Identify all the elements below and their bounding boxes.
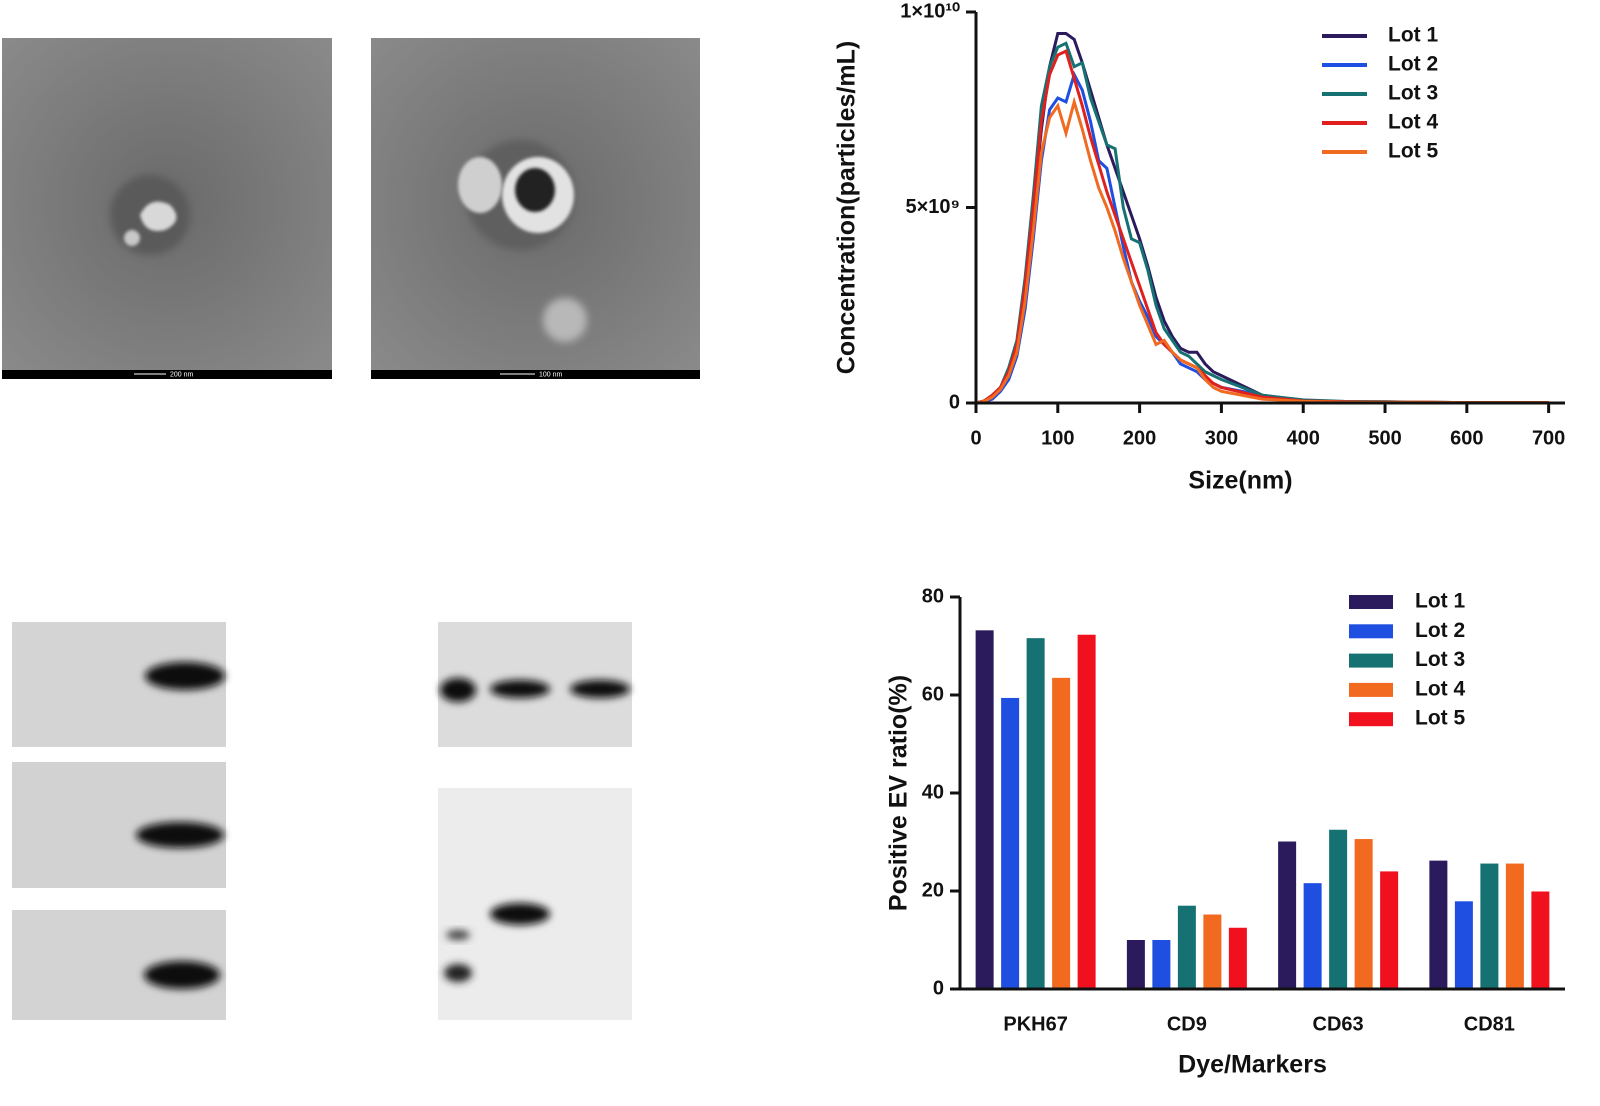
legend-swatch	[1349, 595, 1393, 609]
bar	[1303, 883, 1322, 989]
legend-label: Lot 2	[1388, 53, 1438, 76]
legend-label: Lot 2	[1415, 619, 1465, 642]
bar	[1001, 697, 1020, 989]
x-tick-label: PKH67	[1003, 1013, 1067, 1035]
legend-label: Lot 1	[1415, 590, 1465, 613]
x-axis-title: Dye/Markers	[1178, 1051, 1327, 1079]
scale-label: 200 nm	[170, 371, 194, 378]
x-tick-label: 500	[1368, 427, 1401, 449]
bar	[1505, 863, 1524, 989]
x-tick-label: 100	[1041, 427, 1074, 449]
x-axis-title: Size(nm)	[1188, 467, 1292, 495]
legend-swatch	[1349, 682, 1393, 697]
legend-label: Lot 3	[1388, 82, 1438, 105]
bar	[1480, 863, 1499, 989]
x-tick-label: CD9	[1167, 1013, 1207, 1035]
bar	[1177, 905, 1196, 989]
tem-image: 100 nm	[371, 38, 700, 379]
legend-label: Lot 4	[1415, 677, 1465, 700]
y-tick-label: 0	[949, 391, 960, 413]
legend-swatch	[1349, 712, 1393, 727]
legend-label: Lot 3	[1415, 648, 1465, 671]
bar	[975, 630, 994, 989]
bar	[1429, 860, 1448, 989]
legend-label: Lot 5	[1415, 707, 1465, 730]
line-series	[975, 32, 1549, 405]
bar	[1531, 891, 1550, 989]
scale-label: 100 nm	[539, 371, 563, 378]
y-tick-label: 40	[922, 781, 944, 803]
y-axis-title: Positive EV ratio(%)	[885, 675, 913, 911]
legend-label: Lot 5	[1388, 140, 1438, 163]
y-tick-label: 80	[922, 585, 944, 607]
bar	[1228, 927, 1247, 989]
bar	[1152, 940, 1171, 989]
y-tick-label: 20	[922, 879, 944, 901]
legend-swatch	[1349, 624, 1393, 639]
x-tick-label: 0	[970, 427, 981, 449]
bar	[1126, 940, 1145, 989]
bar	[1380, 871, 1399, 989]
line-series	[975, 96, 1549, 405]
y-tick-label: 60	[922, 683, 944, 705]
line-series	[975, 41, 1549, 405]
legend-label: Lot 4	[1388, 111, 1438, 134]
legend-swatch	[1349, 653, 1393, 668]
tem-image: 200 nm	[2, 38, 332, 379]
bar	[1203, 914, 1222, 989]
y-tick-label: 1×10¹⁰	[900, 0, 960, 22]
bar	[1052, 677, 1071, 989]
x-tick-label: 600	[1450, 427, 1483, 449]
y-axis-title: Concentration(particles/mL)	[833, 41, 861, 374]
x-tick-label: CD81	[1464, 1013, 1515, 1035]
y-tick-label: 5×10⁹	[905, 196, 960, 218]
legend-label: Lot 1	[1388, 24, 1438, 47]
x-tick-label: 200	[1123, 427, 1156, 449]
y-tick-label: 0	[933, 977, 944, 999]
western-blot	[12, 622, 632, 1020]
x-tick-label: 400	[1287, 427, 1320, 449]
bar	[1354, 839, 1373, 989]
bar	[1454, 901, 1473, 989]
x-tick-label: 300	[1205, 427, 1238, 449]
x-tick-label: CD63	[1313, 1013, 1364, 1035]
x-tick-label: 700	[1532, 427, 1565, 449]
line-series	[975, 48, 1549, 405]
bar	[1026, 638, 1045, 989]
bar	[1077, 634, 1096, 989]
bar	[1329, 829, 1348, 989]
bar	[1278, 841, 1297, 989]
